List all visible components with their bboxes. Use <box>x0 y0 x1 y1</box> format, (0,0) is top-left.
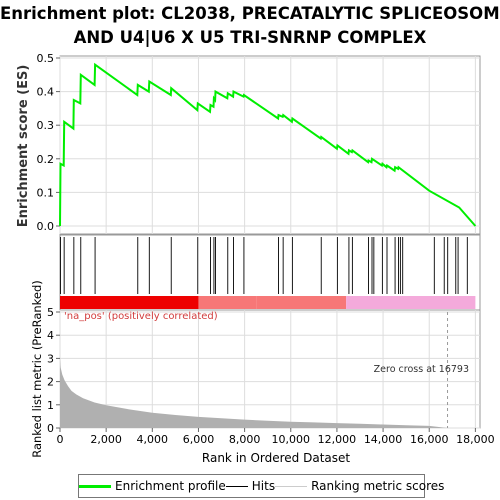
metric-panel-frame <box>59 309 481 429</box>
metric-x-tick-label: 16,000 <box>410 433 449 446</box>
heatmap-segment <box>60 296 199 309</box>
metric-x-tick-label: 12,000 <box>318 433 357 446</box>
metric-y-tick-label: 4 <box>47 329 54 342</box>
zero-cross-label: Zero cross at 16793 <box>374 364 469 375</box>
metric-x-tick-label: 18,000 <box>456 433 495 446</box>
legend-item-metric: Ranking metric scores <box>275 479 444 493</box>
es-y-tick-label: 0.3 <box>37 119 55 132</box>
es-y-tick-label: 0.2 <box>37 153 55 166</box>
legend-hits-label: Hits <box>251 479 276 493</box>
legend-enrichment-swatch <box>79 484 111 488</box>
metric-y-axis-label: Ranked list metric (PreRanked) <box>30 280 44 458</box>
metric-y-ticks: 0 1 2 3 4 5 <box>47 306 60 435</box>
es-y-tick-label: 0.1 <box>37 186 55 199</box>
metric-x-axis-label: Rank in Ordered Dataset <box>202 451 350 465</box>
metric-y-tick-label: 5 <box>47 306 54 319</box>
plot-title-line-2: AND U4|U6 X U5 TRI-SNRNP COMPLEX <box>73 28 427 47</box>
es-y-ticks: 0.0 0.1 0.2 0.3 0.4 0.5 <box>37 52 60 233</box>
plot-title: Enrichment plot: CL2038, PRECATALYTIC SP… <box>0 2 500 50</box>
es-y-tick-label: 0.4 <box>37 86 55 99</box>
legend: Enrichment profile Hits Ranking metric s… <box>78 474 444 498</box>
enrichment-profile-line <box>59 62 477 227</box>
metric-x-tick-label: 4,000 <box>137 433 169 446</box>
hits-panel <box>59 234 481 311</box>
rank-heatmap-strip <box>60 296 476 309</box>
legend-item-enrichment: Enrichment profile <box>79 479 226 493</box>
es-y-tick-label: 0.0 <box>37 220 55 233</box>
metric-y-tick-label: 2 <box>47 376 54 389</box>
legend-metric-label: Ranking metric scores <box>311 479 445 493</box>
heatmap-segment <box>346 296 476 309</box>
es-y-axis-label: Enrichment score (ES) <box>16 65 31 228</box>
metric-y-tick-label: 1 <box>47 399 54 412</box>
metric-x-tick-label: 2,000 <box>90 433 122 446</box>
legend-enrichment-label: Enrichment profile <box>115 479 226 493</box>
ranking-metric-area <box>60 358 448 428</box>
metric-x-tick-label: 8,000 <box>229 433 261 446</box>
metric-y-tick-label: 3 <box>47 352 54 365</box>
metric-panel: Zero cross at 16793 'na_pos' (positively… <box>30 280 495 465</box>
legend-hits-swatch <box>225 485 248 487</box>
positive-correlation-label: 'na_pos' (positively correlated) <box>64 311 218 322</box>
es-y-tick-label: 0.5 <box>37 52 55 65</box>
metric-x-tick-label: 6,000 <box>183 433 215 446</box>
legend-item-hits: Hits <box>225 479 276 493</box>
metric-x-tick-label: 10,000 <box>272 433 311 446</box>
es-panel: 0.0 0.1 0.2 0.3 0.4 0.5 Enrichment score (ES) <box>16 52 481 235</box>
metric-y-tick-label: 0 <box>47 422 54 435</box>
plot-title-line-1: Enrichment plot: CL2038, PRECATALYTIC SP… <box>0 4 500 23</box>
es-panel-frame <box>59 55 481 235</box>
hit-lines <box>60 237 468 294</box>
metric-x-ticks: 0 2,000 4,000 6,000 8,000 10,000 12,000 14,000 1… <box>57 428 495 446</box>
heatmap-segment <box>198 296 257 309</box>
metric-x-tick-label: 14,000 <box>364 433 403 446</box>
legend-metric-swatch <box>275 485 308 487</box>
heatmap-segment <box>256 296 347 309</box>
metric-x-tick-label: 0 <box>57 433 64 446</box>
